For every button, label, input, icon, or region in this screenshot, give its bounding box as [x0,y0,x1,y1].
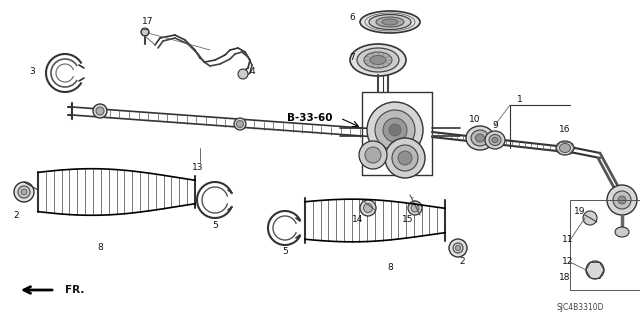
Ellipse shape [615,227,629,237]
Circle shape [141,28,149,36]
Circle shape [618,196,626,204]
Circle shape [21,189,27,195]
Ellipse shape [485,131,505,149]
Text: 1: 1 [517,95,523,105]
Ellipse shape [471,130,489,146]
Circle shape [364,204,372,212]
Ellipse shape [369,14,411,29]
Circle shape [583,211,597,225]
Circle shape [365,147,381,163]
Ellipse shape [489,135,501,145]
Text: 7: 7 [349,54,355,63]
Ellipse shape [382,19,398,25]
Text: SJC4B3310D: SJC4B3310D [556,303,604,313]
Text: 5: 5 [282,248,288,256]
Text: 8: 8 [387,263,393,272]
Text: 9: 9 [492,121,498,130]
Ellipse shape [357,48,399,72]
Ellipse shape [466,126,494,150]
Circle shape [408,201,422,215]
Ellipse shape [370,56,386,64]
Ellipse shape [559,144,570,152]
Ellipse shape [360,11,420,33]
Circle shape [237,121,243,128]
Text: 18: 18 [559,273,571,283]
Circle shape [607,185,637,215]
Text: 12: 12 [563,257,573,266]
Circle shape [398,151,412,165]
Circle shape [18,186,30,198]
Text: 2: 2 [13,211,19,219]
Text: 17: 17 [142,18,154,26]
Circle shape [449,239,467,257]
Text: 14: 14 [352,216,364,225]
Circle shape [453,243,463,253]
Circle shape [383,118,407,142]
Text: 2: 2 [459,257,465,266]
Circle shape [14,182,34,202]
Text: 8: 8 [97,243,103,253]
Circle shape [238,69,248,79]
Ellipse shape [364,52,392,68]
Text: 15: 15 [403,216,413,225]
Circle shape [367,102,423,158]
Ellipse shape [376,17,404,27]
Ellipse shape [492,137,498,143]
Text: 11: 11 [563,235,573,244]
Circle shape [375,110,415,150]
Text: 6: 6 [349,13,355,23]
Text: 3: 3 [29,68,35,77]
Bar [570,200,640,290]
Text: 19: 19 [574,207,586,217]
Text: B-33-60: B-33-60 [287,113,333,123]
Circle shape [359,141,387,169]
Text: 5: 5 [212,220,218,229]
Text: FR.: FR. [65,285,84,295]
Circle shape [613,191,631,209]
Ellipse shape [476,134,484,142]
Circle shape [586,261,604,279]
Circle shape [234,118,246,130]
Text: 10: 10 [469,115,481,124]
Circle shape [411,204,419,212]
Circle shape [96,107,104,115]
Text: 13: 13 [192,164,204,173]
Circle shape [93,104,107,118]
Ellipse shape [556,141,574,155]
Circle shape [389,124,401,136]
Circle shape [360,200,376,216]
Text: 16: 16 [559,125,571,135]
Circle shape [456,246,461,250]
Ellipse shape [350,44,406,76]
Text: 4: 4 [249,68,255,77]
Circle shape [392,145,418,171]
Circle shape [385,138,425,178]
